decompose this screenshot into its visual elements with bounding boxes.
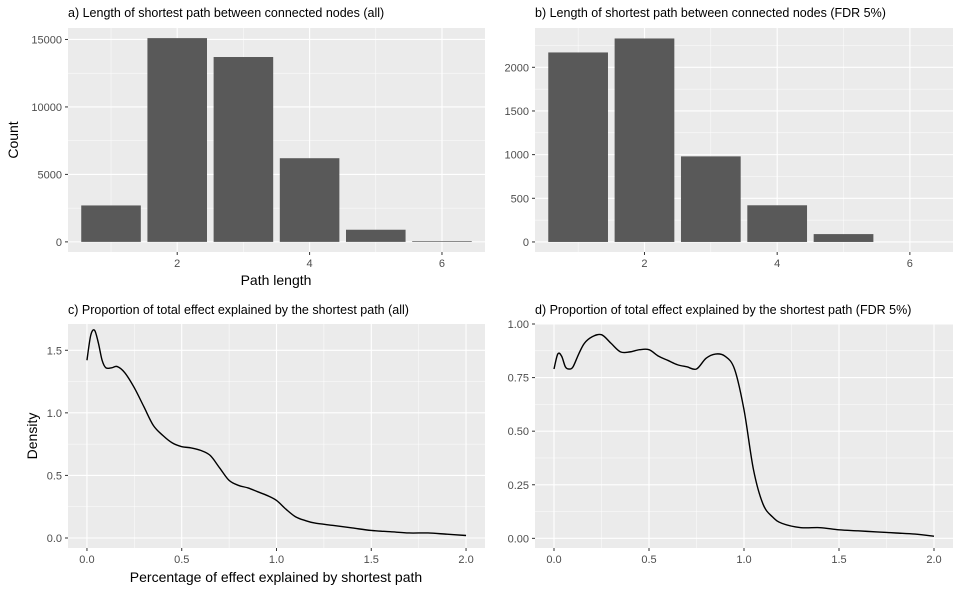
- panel-b-xtick-label: 6: [907, 258, 913, 270]
- panel-c-xtick-label: 0.0: [79, 554, 94, 566]
- panel-c-ylabel: Density: [24, 413, 40, 460]
- panel-a-bar: [81, 205, 141, 242]
- panel-b: b) Length of shortest path between conne…: [505, 6, 953, 270]
- panel-a-xlabel: Path length: [241, 272, 312, 288]
- panel-a-ytick-label: 5000: [38, 169, 62, 181]
- panel-d-xtick-label: 1.0: [736, 554, 751, 566]
- panel-c-ytick-label: 1.0: [47, 408, 62, 420]
- panel-a: a) Length of shortest path between conne…: [5, 6, 485, 288]
- panel-a-ytick-label: 10000: [31, 102, 62, 114]
- panel-c-ytick-label: 0.5: [47, 470, 62, 482]
- panel-b-bar: [813, 234, 874, 242]
- panel-a-ytick-label: 0: [56, 237, 62, 249]
- panel-c-marks: [86, 329, 467, 537]
- panel-c-xlabel: Percentage of effect explained by shorte…: [130, 569, 422, 585]
- panel-d-ytick-label: 0.75: [508, 373, 529, 385]
- panel-b-bar: [747, 205, 808, 242]
- panel-b-bar: [548, 52, 608, 242]
- panel-c-density-line: [86, 329, 467, 537]
- panel-d-xtick-label: 2.0: [926, 554, 941, 566]
- panel-d-ytick-label: 0.25: [508, 480, 529, 492]
- panel-a-xtick-label: 6: [439, 258, 445, 270]
- panel-b-title: b) Length of shortest path between conne…: [535, 6, 886, 20]
- panel-c-xtick-label: 0.5: [174, 554, 189, 566]
- panel-c-ytick-label: 1.5: [47, 345, 62, 357]
- panel-c-ticks: 0.0 0.5 1.0 1.5 2.0 0.0 0.5 1.0 1.5: [47, 345, 474, 566]
- panel-c-xtick-label: 2.0: [458, 554, 473, 566]
- panel-c-xtick-label: 1.5: [364, 554, 379, 566]
- panel-b-marks: [548, 38, 874, 242]
- panel-d-xtick-label: 0.5: [641, 554, 656, 566]
- panel-a-ticks: 2 4 6 0 5000 10000 15000: [31, 34, 445, 270]
- panel-b-ytick-label: 500: [511, 193, 529, 205]
- panel-c-title: c) Proportion of total effect explained …: [68, 303, 409, 317]
- panel-b-ticks: 2 4 6 0 500 1000 1500 2000: [505, 62, 913, 270]
- panel-d-density-line: [553, 333, 935, 537]
- panel-d-title: d) Proportion of total effect explained …: [535, 303, 911, 317]
- panel-a-bar: [213, 57, 274, 242]
- panel-d-ytick-label: 0.00: [508, 533, 529, 545]
- panel-a-xtick-label: 2: [174, 258, 180, 270]
- panel-c-xtick-label: 1.0: [269, 554, 284, 566]
- panel-b-ytick-label: 0: [523, 237, 529, 249]
- panel-b-ytick-label: 1000: [505, 150, 529, 162]
- panel-b-bar: [680, 156, 741, 242]
- panel-b-bar: [614, 38, 675, 242]
- panel-d-ytick-label: 1.00: [508, 319, 529, 331]
- panel-c-ytick-label: 0.0: [47, 533, 62, 545]
- panel-d-ytick-label: 0.50: [508, 426, 529, 438]
- panel-a-bar: [279, 158, 340, 242]
- panel-a-bar: [346, 229, 406, 242]
- panel-a-ylabel: Count: [5, 121, 21, 158]
- panel-a-ytick-label: 15000: [31, 34, 62, 46]
- panel-c-grid: [68, 324, 485, 548]
- panel-a-bar: [147, 38, 207, 242]
- panel-d-marks: [553, 333, 935, 537]
- panel-b-ytick-label: 2000: [505, 62, 529, 74]
- panel-c: c) Proportion of total effect explained …: [24, 303, 485, 585]
- panel-a-xtick-label: 4: [307, 258, 313, 270]
- panel-d-xtick-label: 1.5: [831, 554, 846, 566]
- panel-a-marks: [81, 38, 472, 242]
- panel-a-bar: [412, 241, 472, 242]
- panel-d-xtick-label: 0.0: [546, 554, 561, 566]
- panel-a-title: a) Length of shortest path between conne…: [68, 6, 384, 20]
- panel-b-ytick-label: 1500: [505, 106, 529, 118]
- panel-d-ticks: 0.0 0.5 1.0 1.5 2.0 0.00 0.25 0.50 0.75 1.00: [508, 319, 942, 566]
- panel-b-xtick-label: 4: [774, 258, 780, 270]
- panel-d: d) Proportion of total effect explained …: [508, 303, 953, 566]
- panel-b-xtick-label: 2: [641, 258, 647, 270]
- panel-d-grid: [535, 323, 953, 548]
